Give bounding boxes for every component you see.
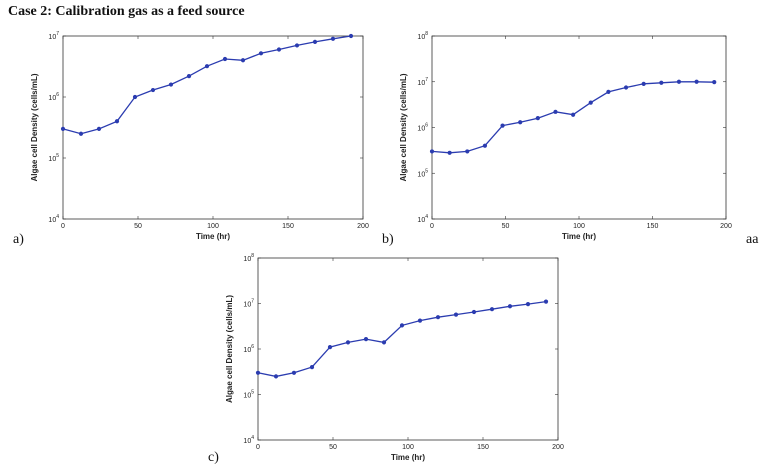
data-point [535,116,540,121]
data-point [471,309,477,315]
panel-label-b: b) [382,232,394,247]
data-point [465,149,470,154]
x-tick-label: 50 [502,223,510,230]
data-point [676,79,682,84]
y-tick-label: 104 [48,214,59,224]
data-point [447,150,452,155]
y-axis-label: Algae cell Density (cells/mL) [30,73,39,181]
plot-frame [431,35,727,220]
plot-frame [62,35,364,220]
data-point [525,302,531,307]
y-tick-label: 108 [243,253,254,263]
data-point [294,43,300,48]
plot-frame [257,257,559,441]
data-point [553,109,558,114]
data-point [606,89,611,94]
y-tick-label: 104 [243,435,254,445]
data-point [694,79,699,84]
data-point [222,56,228,62]
data-point [641,81,646,86]
data-point [518,120,523,125]
data-point [588,100,593,105]
data-point [489,307,495,312]
y-tick-label: 108 [417,31,428,41]
y-tick-label: 106 [243,344,254,354]
data-point [429,149,435,154]
data-point [399,323,405,328]
y-tick-label: 107 [48,31,59,41]
data-point [453,312,459,317]
x-tick-label: 100 [573,223,585,230]
page-heading: Case 2: Calibration gas as a feed source [8,4,245,19]
x-tick-label: 50 [134,223,142,230]
chart-c: 0 50 100 150 200 104 105 106 107 108 Time (hr) Alga… [225,253,564,462]
x-tick-label: 200 [357,223,369,230]
x-tick-label: 150 [647,223,659,230]
x-axis-label: Time (hr) [196,232,230,241]
x-axis-label: Time (hr) [391,453,425,462]
data-point [273,374,279,379]
data-point [659,80,664,85]
data-point [150,87,156,93]
data-point [291,370,297,375]
data-point [507,304,513,309]
x-tick-label: 50 [329,444,337,451]
data-point [543,299,549,304]
stray-label-aa: aa [746,232,759,247]
data-point [96,126,102,131]
x-tick-label: 150 [477,444,489,451]
y-tick-label: 104 [417,214,428,224]
data-point [186,74,192,79]
data-point [417,318,423,323]
y-tick-label: 107 [243,299,254,309]
data-point [482,143,488,148]
panel-label-a: a) [13,232,24,247]
data-point [204,64,210,69]
data-point [363,337,369,342]
y-tick-label: 106 [48,92,59,102]
data-point [240,58,246,63]
data-point [168,82,174,87]
data-point [345,340,351,345]
chart-a: 0 50 100 150 200 104 105 106 107 Time (hr) Algae c… [30,31,369,241]
data-point [435,315,441,320]
x-tick-label: 150 [282,223,294,230]
x-tick-label: 0 [430,223,434,230]
data-point [712,80,717,85]
data-point [312,39,318,45]
y-tick-label: 107 [417,77,428,87]
data-point [60,126,66,131]
data-point [309,365,315,370]
data-point [255,370,261,375]
data-point [114,119,120,124]
data-point [571,112,576,117]
data-point [623,85,629,90]
x-tick-label: 0 [256,444,260,451]
y-tick-label: 105 [48,153,59,163]
x-axis-label: Time (hr) [562,232,596,241]
data-point [258,51,264,56]
data-point [276,47,282,52]
data-point [78,131,84,136]
y-tick-label: 105 [243,390,254,400]
data-point [132,94,138,100]
y-axis-label: Algae cell Density (cells/mL) [225,295,234,403]
x-tick-label: 200 [552,444,564,451]
y-tick-label: 106 [417,123,428,133]
x-tick-label: 100 [402,444,414,451]
data-point [348,33,354,39]
data-point [327,345,333,350]
data-point [500,123,505,128]
chart-b: 0 50 100 150 200 104 105 106 107 108 Time (hr) Alga… [399,31,732,241]
x-tick-label: 100 [207,223,219,230]
x-tick-label: 0 [61,223,65,230]
x-tick-label: 200 [720,223,732,230]
y-tick-label: 105 [417,168,428,178]
y-axis-label: Algae cell Density (cells/mL) [399,73,408,181]
data-point [381,340,387,345]
data-point [330,36,336,41]
panel-label-c: c) [208,450,219,465]
